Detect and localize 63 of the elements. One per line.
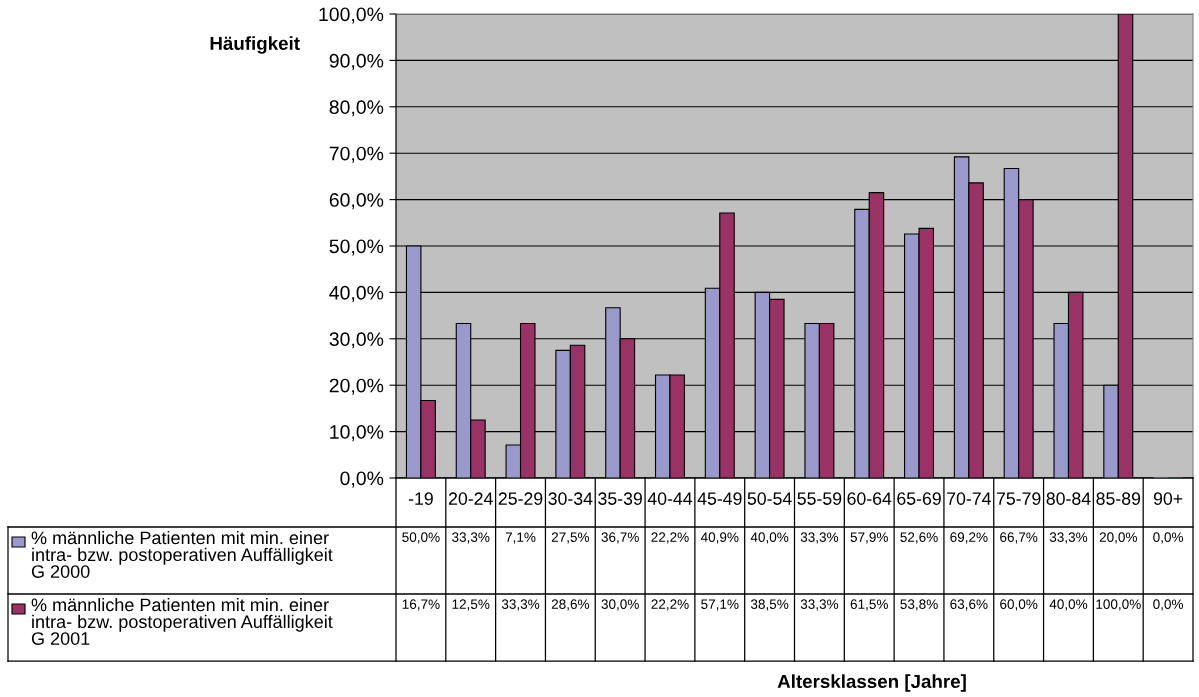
data-label: 16,7% — [402, 599, 440, 611]
x-tick-label: -19 — [408, 492, 433, 505]
y-tick-label: 50,0% — [329, 239, 384, 256]
y-tick-label: 20,0% — [329, 378, 384, 395]
x-tick-label: 60-64 — [847, 492, 892, 505]
x-tick-label: 45-49 — [697, 492, 742, 505]
x-tick-label: 50-54 — [747, 492, 792, 505]
data-label: 33,3% — [800, 532, 839, 544]
data-label: 60,0% — [1000, 599, 1038, 611]
y-tick-label: 100,0% — [319, 7, 384, 24]
y-tick-label: 0,0% — [340, 471, 384, 488]
x-tick-label: 65-69 — [897, 492, 941, 505]
data-label: 0,0% — [1153, 532, 1184, 544]
y-axis-title: Häufigkeit — [210, 36, 300, 54]
data-label: 36,7% — [601, 532, 639, 544]
y-tick-label: 60,0% — [329, 193, 384, 210]
y-tick-label: 90,0% — [329, 53, 384, 70]
data-label: 20,0% — [1099, 532, 1137, 544]
data-label: 40,9% — [700, 532, 739, 544]
data-label: 33,3% — [452, 532, 490, 544]
x-tick-label: 90+ — [1153, 492, 1183, 505]
data-label: 63,6% — [950, 599, 988, 611]
data-label: 100,0% — [1096, 599, 1141, 611]
data-label: 33,3% — [800, 599, 839, 611]
x-tick-label: 30-34 — [548, 492, 593, 505]
x-tick-label: 25-29 — [498, 492, 543, 505]
x-tick-label: 35-39 — [598, 492, 642, 505]
y-tick-label: 10,0% — [330, 425, 384, 442]
data-label: 40,0% — [750, 532, 789, 544]
data-label: 7,1% — [505, 532, 536, 544]
data-label: 69,2% — [950, 532, 988, 544]
data-label: 33,3% — [501, 599, 540, 611]
x-tick-label: 20-24 — [448, 492, 493, 505]
x-tick-label: 75-79 — [996, 492, 1041, 505]
x-tick-label: 70-74 — [947, 492, 991, 505]
data-label: 53,8% — [900, 599, 938, 611]
x-tick-label: 40-44 — [647, 492, 693, 505]
legend-label: % männliche Patienten mit min. einer intra- bzw. postoperativen Auffälligkeit G 2001 — [31, 598, 333, 645]
x-tick-label: 80-84 — [1046, 492, 1091, 505]
data-label: 33,3% — [1049, 532, 1088, 544]
y-tick-label: 30,0% — [329, 332, 384, 349]
legend-label: % männliche Patienten mit min. einer intra- bzw. postoperativen Auffälligkeit G 2000 — [31, 531, 333, 578]
y-tick-label: 70,0% — [329, 146, 384, 163]
x-tick-label: 55-59 — [797, 492, 842, 505]
y-tick-label: 80,0% — [329, 100, 384, 117]
data-label: 52,6% — [900, 532, 938, 544]
data-label: 12,5% — [452, 599, 490, 611]
data-label: 61,5% — [850, 599, 888, 611]
data-label: 57,9% — [850, 532, 888, 544]
data-label: 30,0% — [601, 599, 639, 611]
data-label: 22,2% — [651, 532, 689, 544]
data-label: 50,0% — [402, 532, 440, 544]
data-label: 38,5% — [750, 599, 789, 611]
data-label: 28,6% — [551, 599, 590, 611]
data-label: 22,2% — [651, 599, 689, 611]
data-label: 27,5% — [551, 532, 590, 544]
text: Altersklassen [Jahre] — [777, 674, 966, 692]
data-label: 66,7% — [1000, 532, 1038, 544]
x-tick-label: 85-89 — [1096, 492, 1141, 505]
y-tick-label: 40,0% — [329, 285, 384, 302]
data-label: 40,0% — [1049, 599, 1088, 611]
data-label: 57,1% — [701, 599, 739, 611]
data-label: 0,0% — [1153, 599, 1184, 611]
